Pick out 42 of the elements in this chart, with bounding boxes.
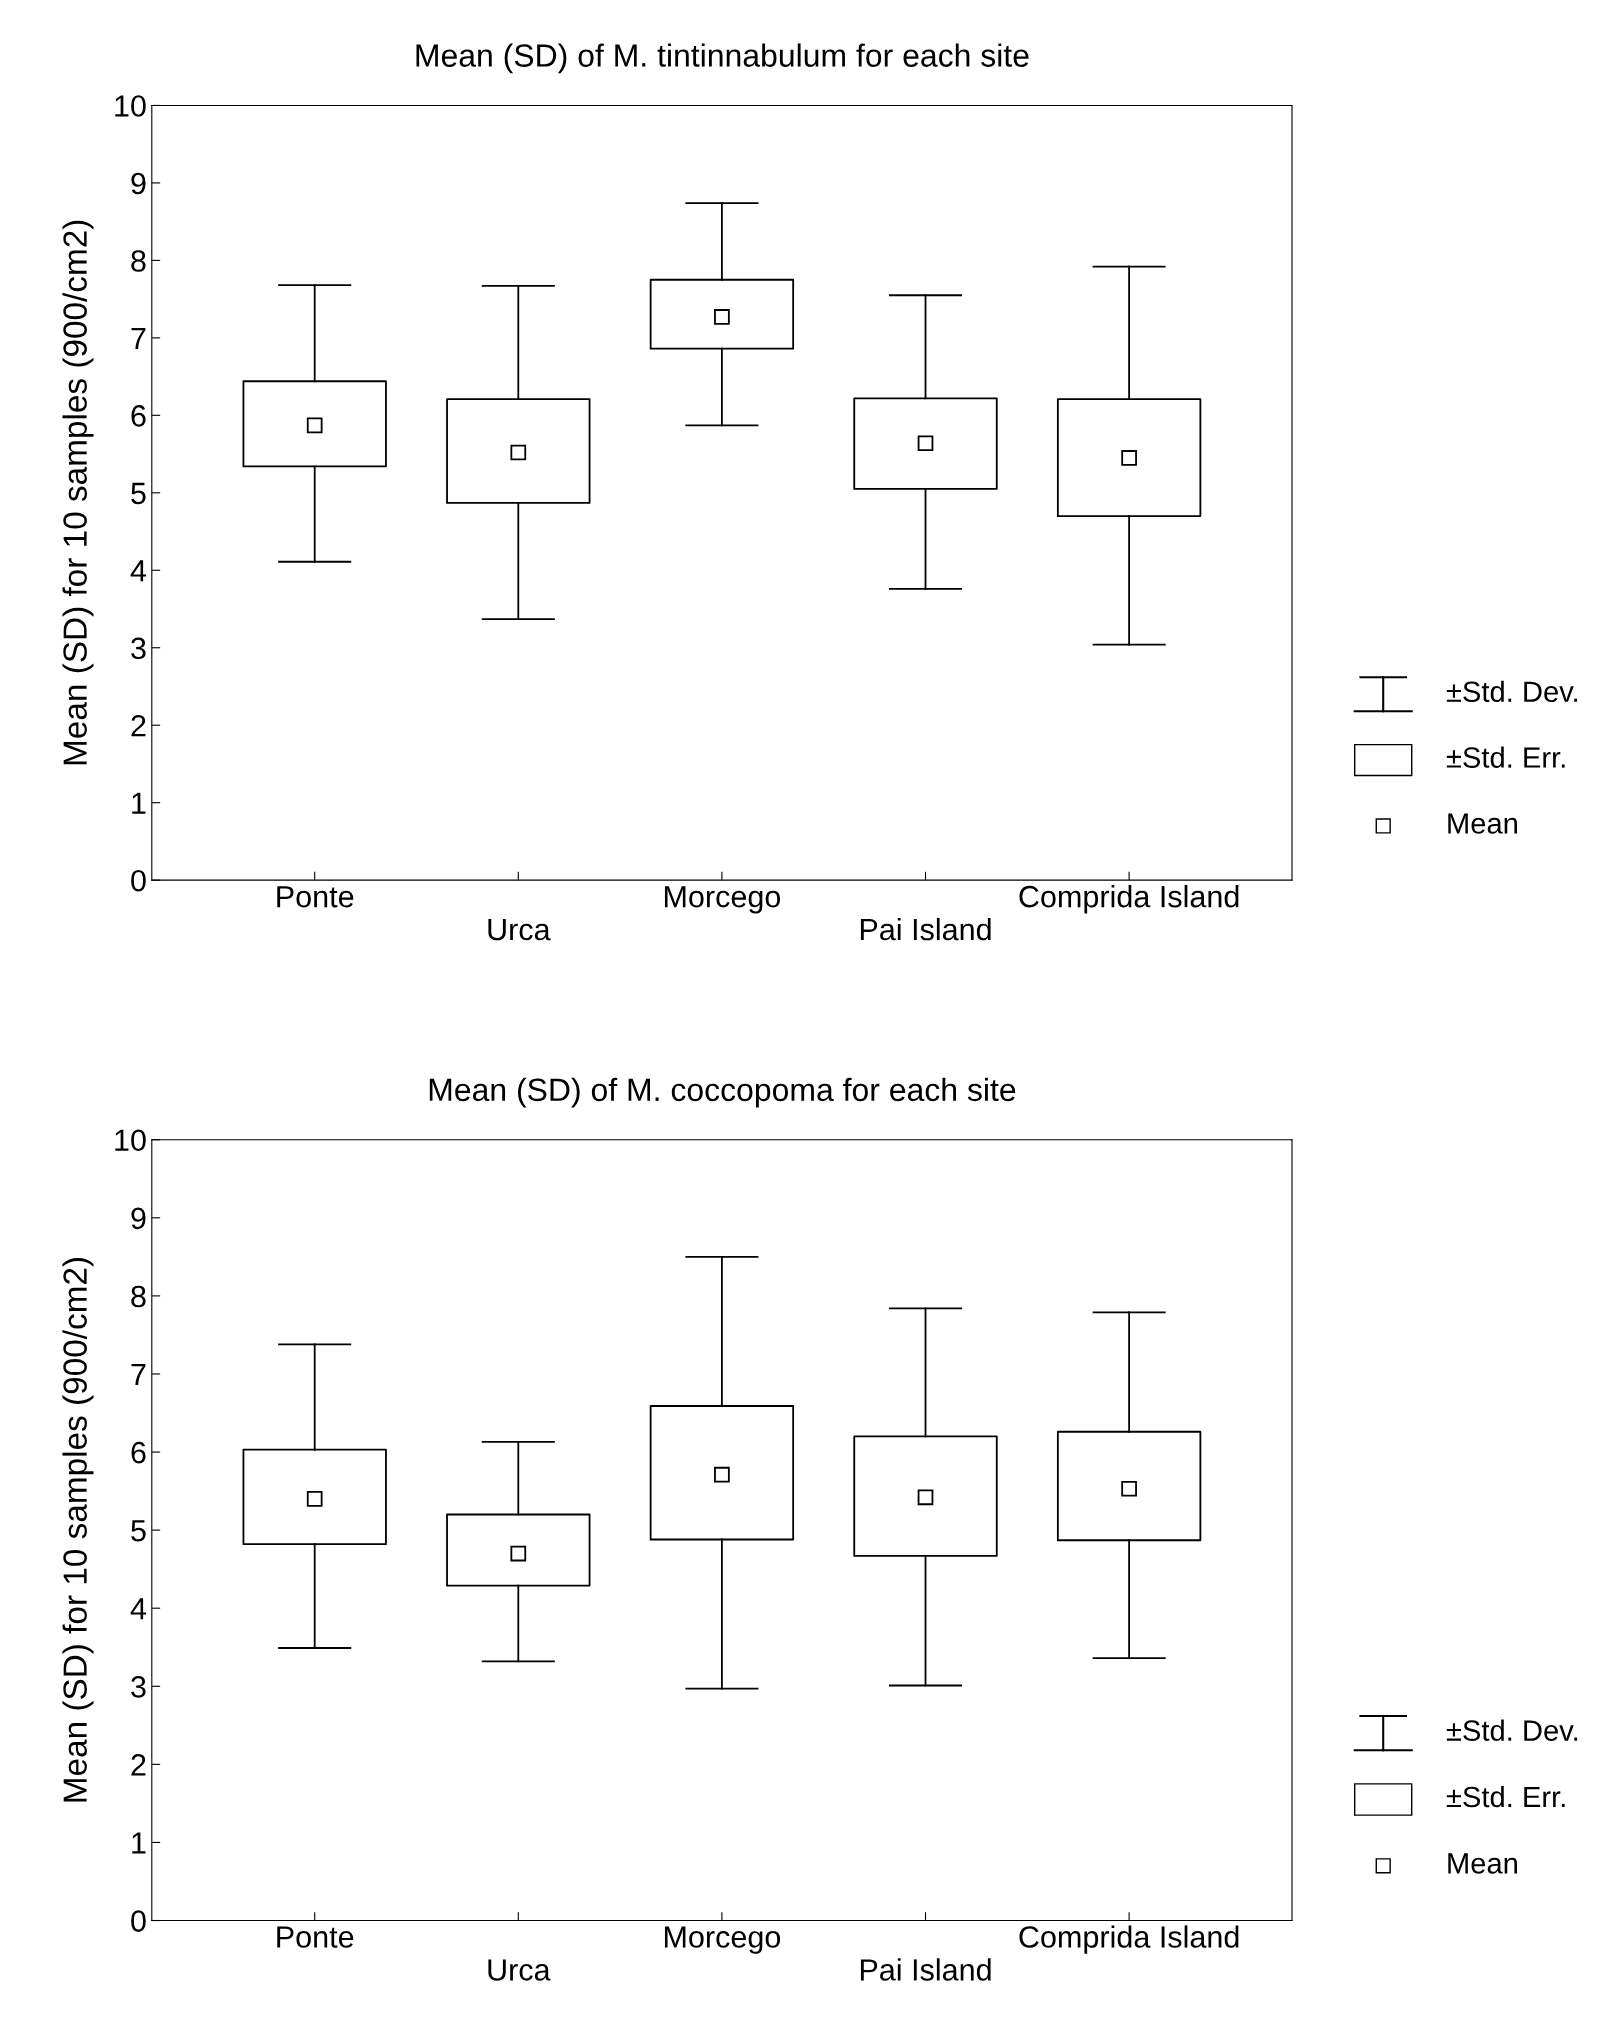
y-tick-label: 0 [131, 1910, 146, 1932]
y-tick-label: 2 [131, 1754, 146, 1776]
x-tick-label: Urca [488, 919, 551, 941]
text: ±Std. Err. [1446, 1785, 1565, 1808]
text: Mean [1448, 813, 1517, 834]
text: Mean [1448, 1853, 1517, 1874]
y-tick-label: 0 [131, 869, 146, 892]
y-tick-label: 5 [131, 1520, 146, 1542]
chart-title: Mean (SD) of M. tintinnabulum for each site [416, 43, 1029, 74]
x-tick-label: Ponte [277, 886, 354, 908]
y-tick-label: 6 [131, 405, 146, 427]
y-tick-label: 7 [131, 327, 146, 349]
x-tick-label: Comprida Island [1019, 885, 1239, 914]
x-tick-label: Pai Island [860, 917, 991, 941]
x-tick-label: Ponte [277, 1926, 354, 1948]
y-tick-label: 10 [115, 1129, 146, 1152]
y-tick-label: 2 [131, 714, 146, 737]
y-tick-label: 8 [131, 1285, 146, 1308]
y-tick-label: 4 [130, 1598, 147, 1620]
chart-title: Mean (SD) of M. coccopoma for each site [429, 1077, 1016, 1108]
y-tick-label: 10 [115, 95, 146, 117]
y-axis-title: Mean (SD) for 10 samples (900/cm2) [62, 220, 94, 765]
y-tick-label: 9 [131, 172, 146, 195]
x-tick-label: Morcego [664, 1926, 781, 1954]
y-tick-label: 5 [131, 482, 146, 505]
y-tick-label: 1 [132, 792, 146, 814]
text: ±Std. Dev. [1446, 1719, 1578, 1741]
y-tick-label: 3 [131, 1676, 146, 1698]
y-tick-label: 8 [131, 250, 146, 272]
text: ±Std. Err. [1446, 746, 1565, 768]
y-tick-label: 4 [130, 560, 147, 582]
y-tick-label: 1 [132, 1832, 146, 1854]
x-tick-label: Pai Island [860, 1958, 991, 1981]
y-tick-label: 9 [131, 1207, 146, 1230]
y-axis-title: Mean (SD) for 10 samples (900/cm2) [62, 1258, 94, 1802]
x-tick-label: Comprida Island [1019, 1925, 1239, 1954]
x-tick-label: Urca [488, 1959, 551, 1981]
y-tick-label: 6 [131, 1441, 146, 1464]
text: ±Std. Dev. [1446, 680, 1578, 703]
y-tick-label: 7 [131, 1364, 146, 1386]
x-tick-label: Morcego [664, 886, 781, 914]
y-tick-label: 3 [131, 637, 146, 660]
